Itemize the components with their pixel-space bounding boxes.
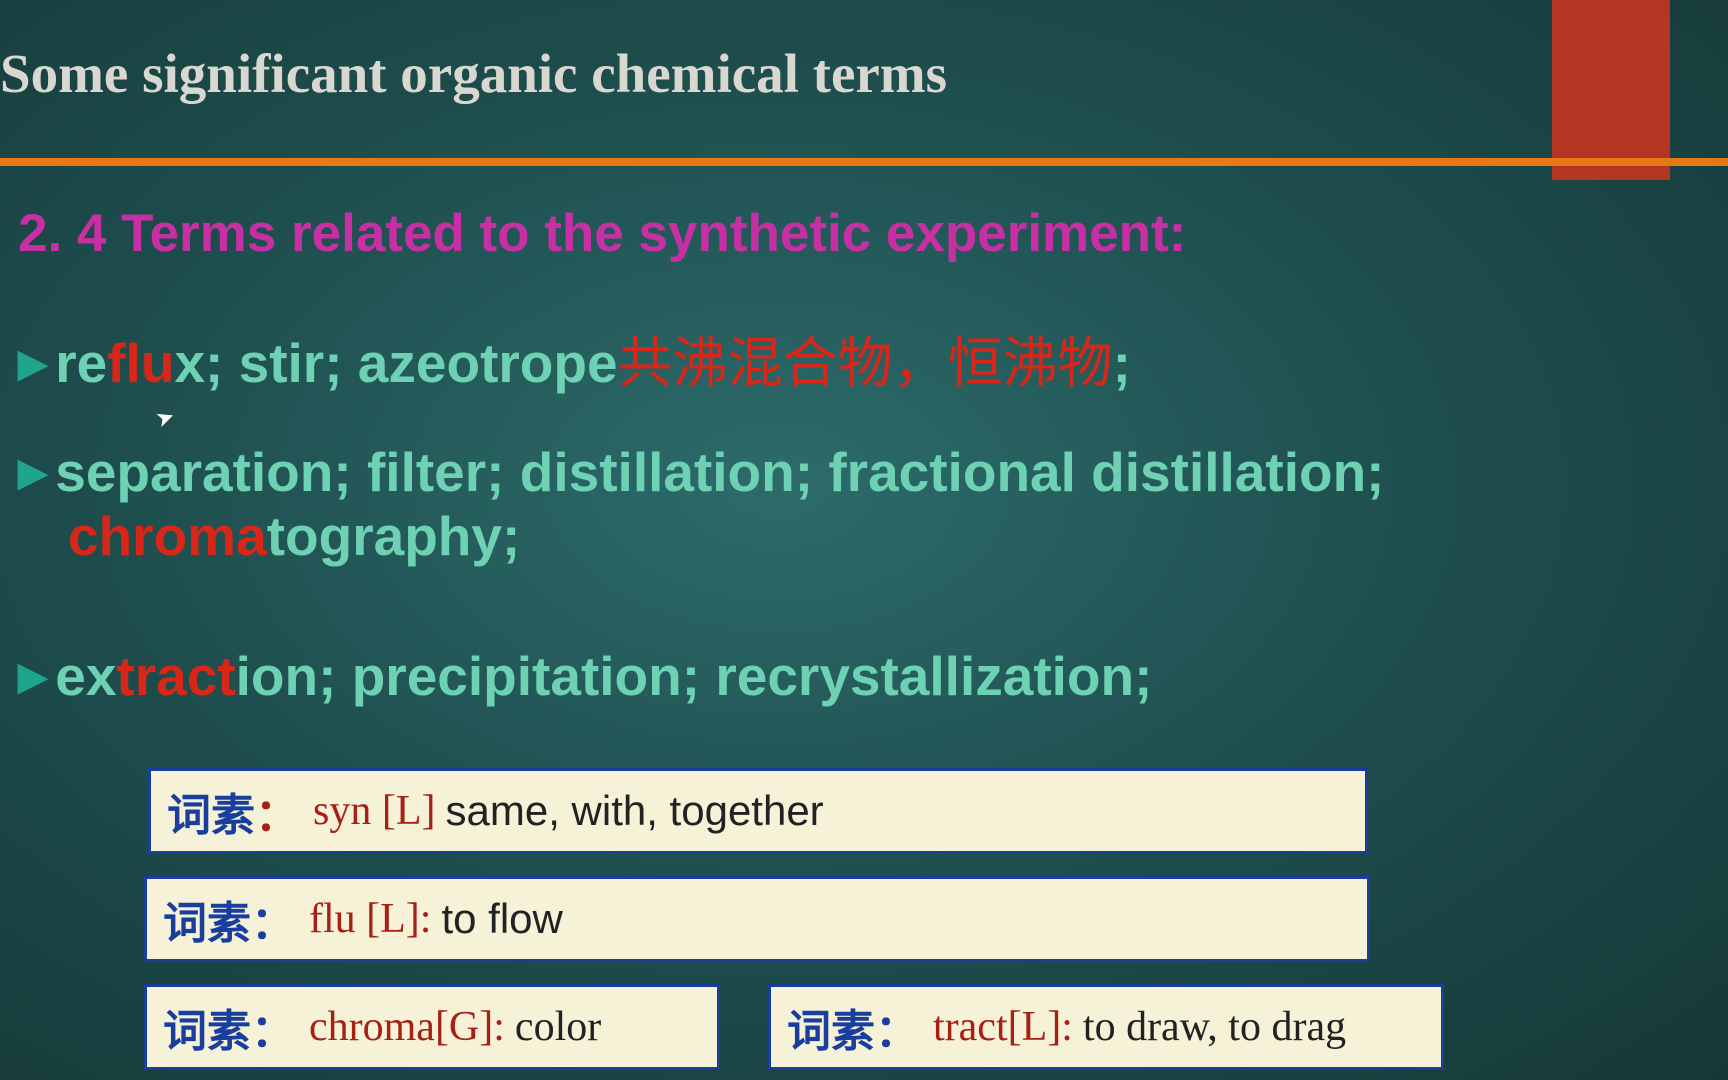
etymology-box-4: 词素： tract[L]: to draw, to drag [768,984,1444,1070]
b1-semi: ; [1113,332,1131,394]
box3-label: 词素 [163,995,251,1059]
bullet-1: ▶reflux; stir; azeotrope共沸混合物，恒沸物; [18,318,1131,398]
box4-label: 词素 [787,995,875,1059]
section-heading: 2. 4 Terms related to the synthetic expe… [18,203,1186,264]
box2-red: flu [L]: [309,895,431,943]
b2-line1: separation; filter; distillation; fracti… [55,441,1384,503]
page-title: Some significant organic chemical terms [0,42,947,105]
mouse-cursor-icon: ➤ [152,403,178,434]
bullet-marker-icon: ▶ [18,343,47,385]
b3-pre: ex [55,645,116,707]
b1-pre: re [55,332,107,394]
bullet-marker-icon: ▶ [18,452,47,494]
box1-def: same, with, together [445,787,823,835]
etymology-box-1: 词素： syn [L] same, with, together [148,768,1368,854]
box1-red: syn [L] [313,787,435,835]
bullet-3: ▶extraction; precipitation; recrystalliz… [18,644,1152,708]
bullet-2: ▶separation; filter; distillation; fract… [18,440,1385,568]
horizontal-rule [0,158,1728,166]
box2-label: 词素 [163,887,251,951]
b2-highlight: chroma [68,505,267,567]
box4-colon: ： [875,995,919,1059]
bullet-marker-icon: ▶ [18,656,47,698]
accent-tab [1552,0,1670,180]
b1-post: x; stir; azeotrope [174,332,617,394]
etymology-box-2: 词素： flu [L]: to flow [144,876,1370,962]
box2-def: to flow [441,895,562,943]
b1-highlight: flu [107,332,174,394]
box4-def: to draw, to drag [1083,1003,1346,1051]
b3-post: ion; precipitation; recrystallization; [236,645,1153,707]
box4-red: tract[L]: [933,1003,1073,1051]
box2-colon: ： [251,887,295,951]
b2-post: tography; [267,505,521,567]
box1-colon: ： [255,779,299,843]
box3-red: chroma[G]: [309,1003,505,1051]
box3-colon: ： [251,995,295,1059]
box3-def: color [515,1003,601,1051]
etymology-box-3: 词素： chroma[G]: color [144,984,720,1070]
b3-highlight: tract [116,645,235,707]
box1-label: 词素 [167,779,255,843]
b1-cn: 共沸混合物，恒沸物 [618,333,1113,394]
